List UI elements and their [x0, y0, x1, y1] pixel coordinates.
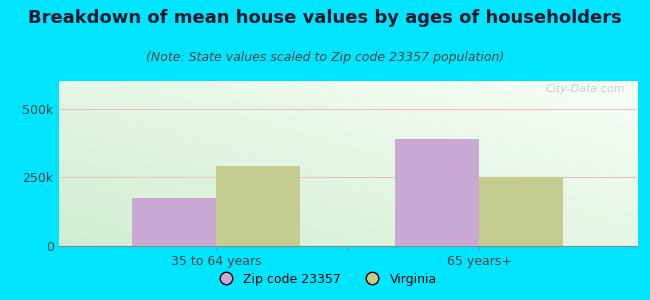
Legend: Zip code 23357, Virginia: Zip code 23357, Virginia [208, 268, 442, 291]
Text: Breakdown of mean house values by ages of householders: Breakdown of mean house values by ages o… [28, 9, 622, 27]
Text: City-Data.com: City-Data.com [546, 84, 625, 94]
Bar [132, 198, 216, 246]
Bar [479, 177, 564, 246]
Bar [216, 166, 300, 246]
Bar [395, 139, 479, 246]
Text: (Note: State values scaled to Zip code 23357 population): (Note: State values scaled to Zip code 2… [146, 51, 504, 64]
